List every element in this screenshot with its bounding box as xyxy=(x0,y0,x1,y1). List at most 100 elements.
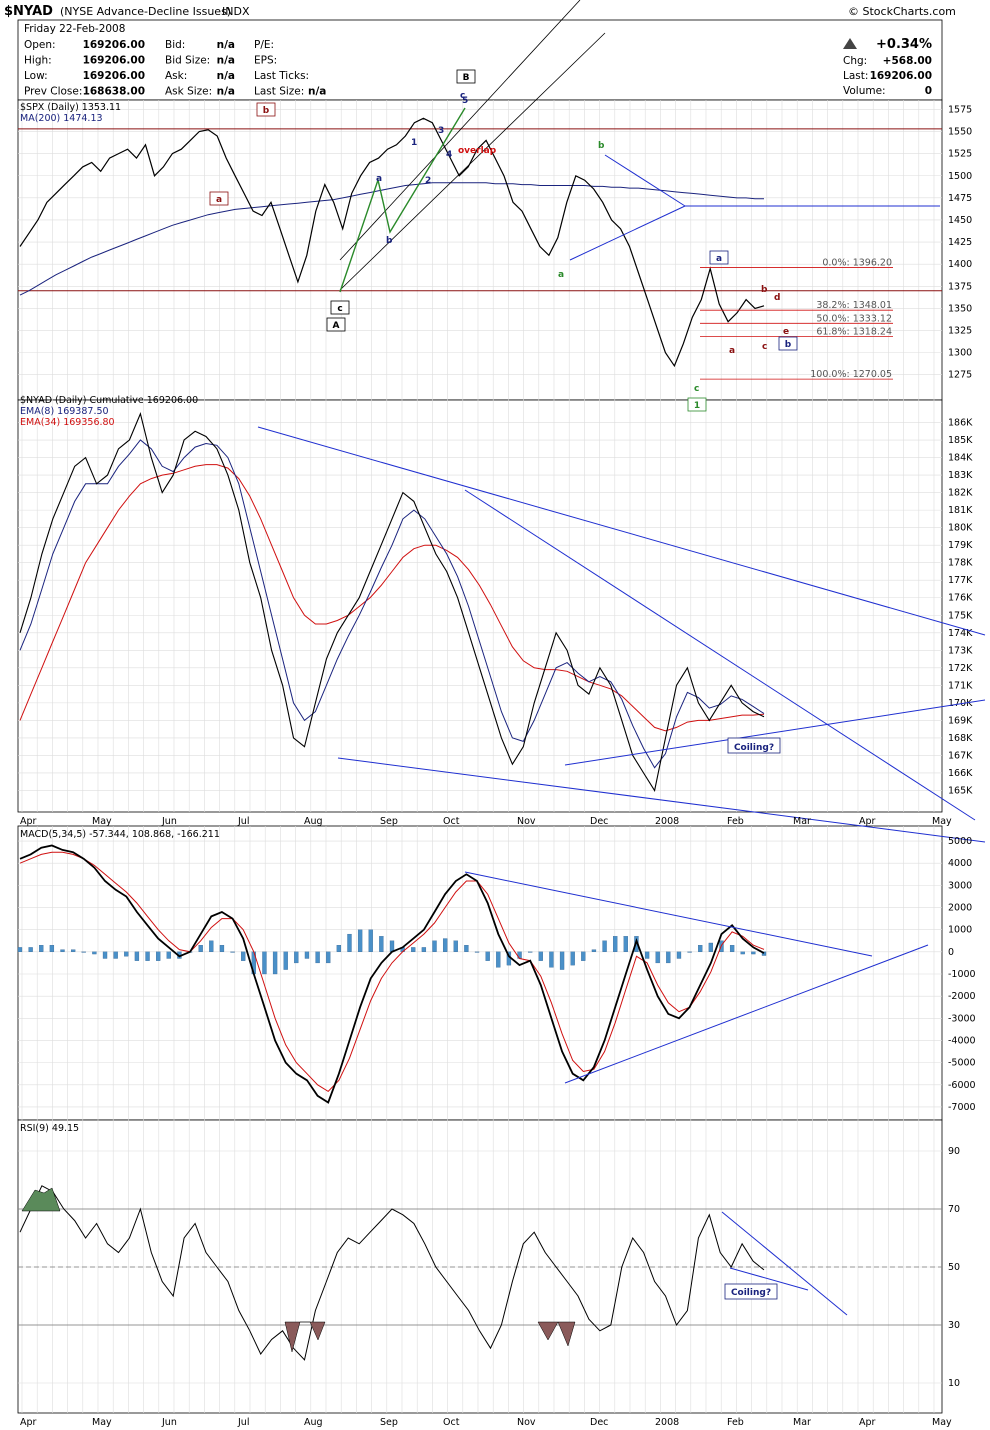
wave-B-box xyxy=(456,69,476,84)
spx-legend: $SPX (Daily) 1353.11 xyxy=(20,102,121,113)
wave-a-blue: a xyxy=(716,254,722,264)
grid-horizontal xyxy=(18,422,942,791)
quote-label: Bid: xyxy=(165,39,185,51)
wave-c-box xyxy=(330,300,350,315)
histogram-bar xyxy=(145,951,150,961)
y-tick-label: 0 xyxy=(948,947,954,958)
histogram-bar xyxy=(49,945,55,952)
macd-line xyxy=(19,844,765,1104)
histogram-bar xyxy=(262,951,267,975)
y-tick-label: -4000 xyxy=(948,1035,976,1046)
ema8-line xyxy=(19,439,765,769)
trend-line xyxy=(464,871,873,957)
chg-label: Chg: xyxy=(843,55,867,67)
histogram-bar xyxy=(687,951,692,953)
y-tick-label: 171K xyxy=(948,680,973,691)
macd-legend: MACD(5,34,5) -57.344, 108.868, -166.211 xyxy=(20,829,220,840)
quote-table: Open: 169206.00 Bid: n/a P/E: High: 169206.00 B… xyxy=(24,39,326,98)
y-tick-label: 183K xyxy=(948,470,973,481)
x-tick-label: Aug xyxy=(304,816,323,827)
y-tick-label: -7000 xyxy=(948,1102,976,1113)
fib-label: 0.0%: 1396.20 xyxy=(822,258,892,269)
histogram-bar xyxy=(676,951,682,959)
y-tick-label: 185K xyxy=(948,435,973,446)
wave-b-blue-box xyxy=(778,336,798,351)
brand: © StockCharts.com xyxy=(848,5,956,18)
histogram-bar xyxy=(761,951,767,956)
y-tick-label: 166K xyxy=(948,768,973,779)
y-tick-label: 1375 xyxy=(948,281,972,292)
y-tick-label: 1525 xyxy=(948,149,972,160)
trend-line xyxy=(729,1267,809,1291)
quote-label: Ask: xyxy=(165,70,187,82)
ma200-line xyxy=(19,182,764,296)
histogram-bar xyxy=(124,951,129,957)
histogram-bar xyxy=(602,940,607,952)
wave-c-green: c xyxy=(694,384,699,394)
x-tick-label: Oct xyxy=(443,1417,460,1428)
histogram-bar xyxy=(655,951,660,964)
triangle-line xyxy=(569,154,687,261)
wave-a-red: a xyxy=(729,346,735,356)
wave-c-red: c xyxy=(762,342,767,352)
histogram-bar xyxy=(113,951,118,959)
histogram-bar xyxy=(666,951,671,964)
histogram-bar xyxy=(166,951,171,959)
wave-5-num: 5 xyxy=(462,96,468,106)
wave-b-small: b xyxy=(386,236,393,246)
quote-value: 169206.00 xyxy=(83,39,145,51)
y-tick-label: 181K xyxy=(948,505,973,516)
y-tick-label: 182K xyxy=(948,488,973,499)
y-tick-label: 1500 xyxy=(948,171,972,182)
y-tick-label: 180K xyxy=(948,523,973,534)
y-tick-label: 173K xyxy=(948,645,973,656)
coiling-box xyxy=(724,1283,778,1300)
y-tick-label: 1275 xyxy=(948,370,972,381)
y-tick-label: 172K xyxy=(948,663,973,674)
histogram-bar xyxy=(389,940,395,952)
histogram-bar xyxy=(60,949,65,952)
x-tick-label: 2008 xyxy=(655,816,679,827)
histogram-bar xyxy=(442,938,448,952)
x-tick-label: Feb xyxy=(727,816,744,827)
y-tick-label: 1575 xyxy=(948,104,972,115)
histogram-bar xyxy=(528,951,533,953)
histogram-bar xyxy=(644,951,650,959)
quote-label: Bid Size: xyxy=(165,55,210,67)
wave-line xyxy=(339,107,466,293)
x-tick-label: Aug xyxy=(304,1417,323,1428)
trend-line xyxy=(257,426,986,636)
histogram-bar xyxy=(347,933,352,952)
y-tick-label: 177K xyxy=(948,575,973,586)
y-tick-label: 184K xyxy=(948,453,973,464)
wave-a-green: a xyxy=(558,270,564,280)
wave-2-num: 2 xyxy=(425,176,431,186)
x-tick-label: Jun xyxy=(161,1417,177,1428)
oversold-fill xyxy=(537,1321,576,1347)
channel-line xyxy=(339,32,606,291)
y-tick-label: 3000 xyxy=(948,880,972,891)
exchange: INDX xyxy=(222,5,250,18)
wave-b: b xyxy=(263,106,270,116)
fib-label: 38.2%: 1348.01 xyxy=(816,300,892,311)
quote-value: 168638.00 xyxy=(83,86,145,98)
histogram-bar xyxy=(570,951,575,966)
histogram-bar xyxy=(591,949,597,952)
histogram-bar xyxy=(549,951,554,968)
quote-value: 169206.00 xyxy=(83,70,145,82)
histogram-bar xyxy=(623,936,628,952)
histogram-bar xyxy=(326,951,331,964)
y-tick-label: 30 xyxy=(948,1320,960,1331)
trend-line xyxy=(337,757,986,843)
histogram-bar xyxy=(421,947,427,952)
wave-a: a xyxy=(216,195,222,205)
y-tick-label: -2000 xyxy=(948,991,976,1002)
trend-line xyxy=(564,944,929,1084)
oversold-fill xyxy=(284,1321,326,1353)
x-tick-label: Jun xyxy=(161,816,177,827)
y-tick-label: 169K xyxy=(948,715,973,726)
y-tick-label: 168K xyxy=(948,733,973,744)
fib-label: 61.8%: 1318.24 xyxy=(816,326,892,337)
rsi-line xyxy=(19,1185,765,1361)
quote-date: Friday 22-Feb-2008 xyxy=(24,23,125,35)
